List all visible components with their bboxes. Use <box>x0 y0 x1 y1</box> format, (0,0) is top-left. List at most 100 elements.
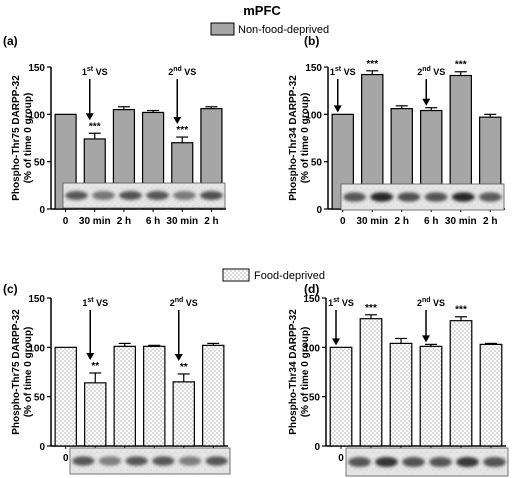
vs-arrow-head <box>174 353 183 361</box>
blot-band-3 <box>146 191 169 200</box>
y-tick-label: 50 <box>34 158 46 169</box>
vs-annotation-1: 1st VS <box>82 66 108 77</box>
y-tick-label: 100 <box>28 343 45 354</box>
blot-band-5 <box>200 191 223 200</box>
significance-4: ** <box>180 362 188 373</box>
vs-arrow-head <box>422 98 431 106</box>
blot-band-1 <box>98 456 122 466</box>
legend-bottom: Food-deprived <box>222 268 325 282</box>
western-blot <box>69 447 231 475</box>
significance-1: *** <box>366 59 378 70</box>
bar-3 <box>143 345 166 447</box>
panel-label: (c) <box>3 282 18 296</box>
vs-annotation-0: 1st VS <box>328 297 354 308</box>
blot-band-2 <box>402 456 425 468</box>
blot-frame <box>62 182 226 209</box>
vs-arrow-head <box>86 352 95 360</box>
blot-band-1 <box>92 191 115 200</box>
vs-arrow-head <box>85 113 94 121</box>
vs-annotation-3: 2nd VS <box>417 297 445 308</box>
significance-1: ** <box>91 361 99 372</box>
x-tick-label: 6 h <box>146 216 160 227</box>
blot-frame <box>345 447 509 477</box>
blot-band-1 <box>375 456 398 468</box>
blot-band-2 <box>397 192 421 202</box>
y-tick-label: 150 <box>305 63 322 74</box>
bar-5 <box>479 343 503 447</box>
vs-annotation-4: 2nd VS <box>170 297 198 308</box>
y-axis-label-unit: (% of time 0 group) <box>300 93 311 184</box>
x-tick-label: 0 <box>63 216 69 227</box>
x-tick-label: 2 h <box>395 216 409 227</box>
vs-arrow-head <box>173 117 182 125</box>
panel-a: (a) Phospho-Thr75 DARPP-32 (% of time 0 gr… <box>3 34 226 227</box>
blot-band-2 <box>119 191 142 200</box>
panel-b: (b) Phospho-Thr34 DARPP-32 (% of time 0 gr… <box>288 34 505 227</box>
blot-band-4 <box>173 191 196 200</box>
bar-4 <box>172 381 195 447</box>
bar-3 <box>419 345 443 447</box>
vs-annotation-1: 1st VS <box>82 297 108 308</box>
blot-band-4 <box>178 456 202 466</box>
y-tick-label: 100 <box>28 110 45 121</box>
x-tick-label: 0 <box>340 216 346 227</box>
x-tick-label: 30 min <box>356 216 388 227</box>
legend-bottom-swatch <box>222 268 250 282</box>
blot-band-5 <box>205 456 228 466</box>
bar-0 <box>329 346 353 447</box>
y-tick-label: 50 <box>309 393 321 404</box>
blot-band-0 <box>348 456 371 468</box>
bar-4 <box>449 320 473 447</box>
x-tick-label: 30 min <box>166 216 198 227</box>
x-tick-label: 2 h <box>117 216 131 227</box>
significance-1: *** <box>365 303 377 314</box>
x-tick-label: 0 <box>338 453 344 464</box>
x-tick-label: 2 h <box>483 216 497 227</box>
significance-4: *** <box>455 305 467 316</box>
blot-band-2 <box>125 456 148 466</box>
y-tick-label: 150 <box>28 63 45 74</box>
y-axis-label-unit: (% of time 0 group) <box>300 327 311 418</box>
y-axis-label-unit: (% of time 0 group) <box>23 327 34 418</box>
blot-band-0 <box>65 191 88 200</box>
vs-arrow-head <box>333 105 342 113</box>
y-axis-label-unit: (% of time 0 group) <box>23 93 34 184</box>
y-tick-label: 50 <box>34 393 46 404</box>
y-tick-label: 0 <box>39 442 45 453</box>
y-tick-label: 0 <box>39 205 45 216</box>
y-tick-label: 0 <box>316 205 322 216</box>
western-blot <box>340 183 505 211</box>
panel-label: (d) <box>304 282 319 296</box>
bar-1 <box>359 318 383 447</box>
vs-annotation-4: 2nd VS <box>168 66 196 77</box>
western-blot <box>345 447 509 477</box>
blot-band-5 <box>479 192 502 202</box>
bar-2 <box>389 342 413 447</box>
x-tick-label: 6 h <box>424 216 438 227</box>
legend-top: Non-food-deprived <box>210 22 329 36</box>
blot-band-4 <box>456 456 479 468</box>
blot-band-0 <box>72 456 95 466</box>
vs-arrow-head <box>332 338 340 346</box>
western-blot <box>62 182 226 209</box>
bar-2 <box>113 345 136 447</box>
x-tick-label: 0 <box>63 453 69 464</box>
legend-bottom-label: Food-deprived <box>254 270 325 282</box>
x-tick-label: 30 min <box>445 216 477 227</box>
blot-frame <box>69 447 231 475</box>
vs-arrow-head <box>422 335 430 343</box>
bar-5 <box>202 344 225 447</box>
panel-c: (c) Phospho-Thr75 DARPP-32 (% of time 0 gr… <box>3 282 231 475</box>
y-tick-label: 50 <box>311 158 323 169</box>
legend-top-label: Non-food-deprived <box>238 24 329 36</box>
y-axis-label: Phospho-Thr75 DARPP-32 <box>11 75 22 201</box>
blot-band-3 <box>152 456 175 466</box>
vs-annotation-0: 1st VS <box>330 66 356 77</box>
y-axis-label: Phospho-Thr75 DARPP-32 <box>11 309 22 435</box>
blot-band-4 <box>451 192 475 202</box>
significance-4: *** <box>176 125 188 136</box>
blot-band-3 <box>424 192 448 202</box>
x-tick-label: 2 h <box>204 216 218 227</box>
blot-band-5 <box>483 456 506 468</box>
